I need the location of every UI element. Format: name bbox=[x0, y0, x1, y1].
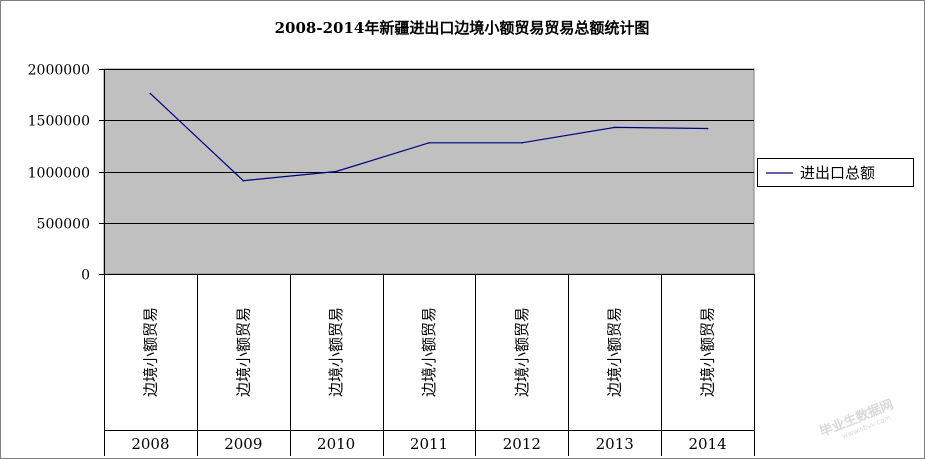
data-point bbox=[428, 142, 430, 144]
x-group-label: 2012 bbox=[503, 435, 541, 453]
x-group-label: 2013 bbox=[596, 435, 634, 453]
y-tick-label: 0 bbox=[81, 268, 90, 284]
y-tick-label: 2000000 bbox=[28, 63, 90, 79]
x-group-label: 2010 bbox=[317, 435, 355, 453]
x-category-label: 边境小额贸易 bbox=[327, 307, 345, 397]
x-category-label: 边境小额贸易 bbox=[513, 307, 531, 397]
x-category-label: 边境小额贸易 bbox=[699, 307, 717, 397]
chart-title: 2008-2014年新疆进出口边境小额贸易贸易总额统计图 bbox=[275, 19, 650, 37]
x-group-label: 2009 bbox=[224, 435, 262, 453]
x-category-label: 边境小额贸易 bbox=[234, 307, 252, 397]
y-tick-label: 1500000 bbox=[28, 114, 90, 130]
data-point bbox=[521, 142, 523, 144]
legend-label: 进出口总额 bbox=[800, 164, 875, 182]
data-point bbox=[335, 170, 337, 173]
data-point bbox=[242, 179, 245, 182]
x-category-label: 边境小额贸易 bbox=[606, 307, 624, 397]
x-group-label: 2014 bbox=[688, 435, 726, 453]
data-point bbox=[706, 127, 709, 130]
y-tick-label: 1000000 bbox=[28, 166, 90, 182]
y-tick-label: 500000 bbox=[37, 217, 90, 233]
watermark: 毕业生数据网 www.sbvv.com bbox=[817, 396, 895, 440]
data-point bbox=[613, 126, 616, 129]
x-group-label: 2011 bbox=[410, 435, 448, 453]
plot-area bbox=[103, 68, 755, 275]
x-group-label: 2008 bbox=[131, 435, 169, 453]
x-category-label: 边境小额贸易 bbox=[420, 307, 438, 397]
data-point bbox=[149, 92, 152, 95]
x-category-label: 边境小额贸易 bbox=[141, 307, 159, 397]
